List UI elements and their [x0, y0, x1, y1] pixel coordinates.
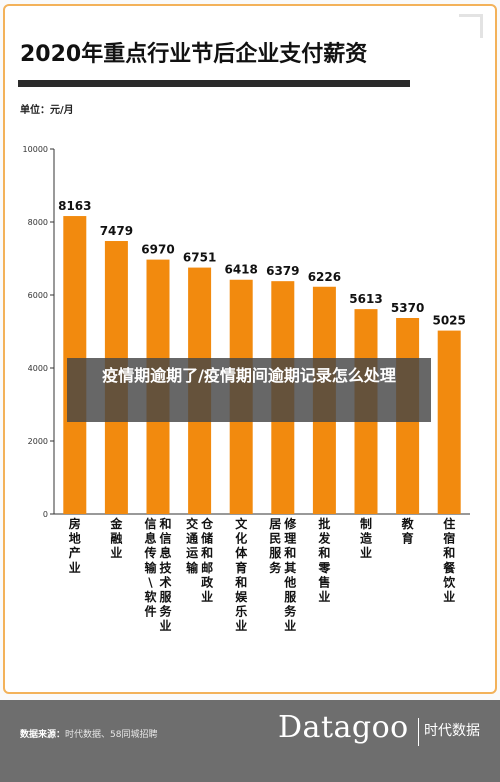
overlay-banner	[67, 358, 431, 422]
unit-label: 单位：元/月	[20, 105, 74, 116]
data-label: 6970	[141, 243, 174, 257]
data-label: 7479	[100, 224, 133, 238]
brand-divider	[418, 718, 419, 746]
overlay-text: 疫情期逾期了/疫情期间逾期记录怎么处理	[102, 366, 396, 385]
data-label: 6751	[183, 251, 216, 265]
data-label: 8163	[58, 199, 91, 213]
category-label: 房地产业	[69, 516, 81, 575]
bar-chart: 0 2000 4000 6000 8000 10000 8163 房地产业 7479 金融业 697…	[23, 145, 470, 633]
y-tick-label: 8000	[28, 218, 48, 227]
data-label: 6226	[308, 270, 341, 284]
data-label: 5025	[432, 314, 465, 328]
category-label: 教育	[401, 516, 415, 546]
chart-title: 2020年重点行业节后企业支付薪资	[20, 42, 368, 67]
category-label: 文化体育和娱乐业	[234, 516, 248, 633]
category-label: 金融业	[109, 516, 123, 560]
brand-logo: Datagoo	[278, 710, 409, 745]
data-label: 6379	[266, 264, 299, 278]
footer: 数据来源：时代数据、58同城招聘 Datagoo 时代数据	[0, 700, 500, 782]
data-source: 数据来源：时代数据、58同城招聘	[20, 727, 157, 740]
corner-decoration	[459, 14, 483, 38]
category-label: 交通运输	[186, 516, 199, 575]
y-tick-label: 6000	[28, 291, 48, 300]
data-label: 6418	[224, 263, 257, 277]
y-tick-label: 4000	[28, 364, 48, 373]
brand-name-cn: 时代数据	[424, 723, 480, 739]
category-label: 信息传输\软件	[143, 516, 157, 619]
title-rule	[18, 80, 410, 87]
source-label: 数据来源：	[20, 730, 66, 740]
category-label: 修理和其他服务业	[283, 516, 297, 633]
category-label: 批发和零售业	[317, 516, 331, 604]
bar	[437, 330, 461, 514]
y-tick-label: 0	[43, 510, 48, 519]
data-label: 5613	[349, 292, 382, 306]
data-label: 5370	[391, 301, 424, 315]
category-label: 住宿和餐饮业	[442, 516, 456, 604]
category-label: 制造业	[360, 516, 373, 560]
source-text: 时代数据、58同城招聘	[65, 730, 158, 740]
category-label: 和信息技术服务业	[158, 516, 172, 633]
y-tick-label: 10000	[23, 145, 48, 154]
category-label: 仓储和邮政业	[200, 516, 214, 604]
category-label: 居民服务	[269, 517, 282, 575]
y-tick-label: 2000	[28, 437, 48, 446]
